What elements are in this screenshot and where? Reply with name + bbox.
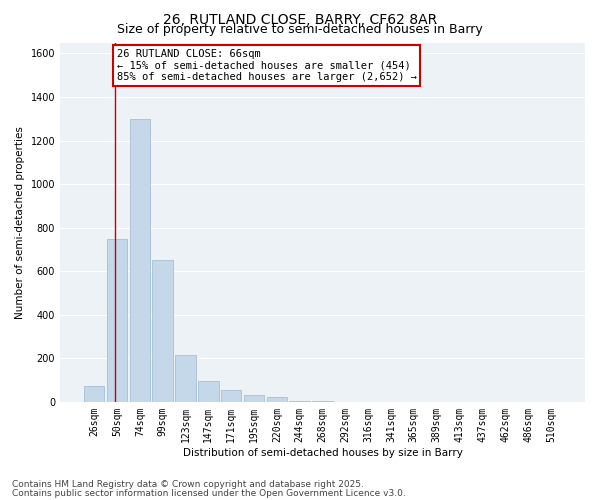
Text: 26, RUTLAND CLOSE, BARRY, CF62 8AR: 26, RUTLAND CLOSE, BARRY, CF62 8AR [163, 12, 437, 26]
Bar [152, 260, 173, 402]
Bar [266, 398, 287, 402]
Text: Size of property relative to semi-detached houses in Barry: Size of property relative to semi-detach… [117, 22, 483, 36]
Bar [84, 386, 104, 402]
Text: Contains public sector information licensed under the Open Government Licence v3: Contains public sector information licen… [12, 488, 406, 498]
Bar [289, 400, 310, 402]
Bar [221, 390, 241, 402]
Bar [175, 355, 196, 402]
Y-axis label: Number of semi-detached properties: Number of semi-detached properties [15, 126, 25, 318]
Text: 26 RUTLAND CLOSE: 66sqm
← 15% of semi-detached houses are smaller (454)
85% of s: 26 RUTLAND CLOSE: 66sqm ← 15% of semi-de… [116, 49, 416, 82]
Bar [198, 381, 218, 402]
X-axis label: Distribution of semi-detached houses by size in Barry: Distribution of semi-detached houses by … [182, 448, 463, 458]
Bar [107, 238, 127, 402]
Text: Contains HM Land Registry data © Crown copyright and database right 2025.: Contains HM Land Registry data © Crown c… [12, 480, 364, 489]
Bar [130, 118, 150, 402]
Bar [244, 396, 264, 402]
